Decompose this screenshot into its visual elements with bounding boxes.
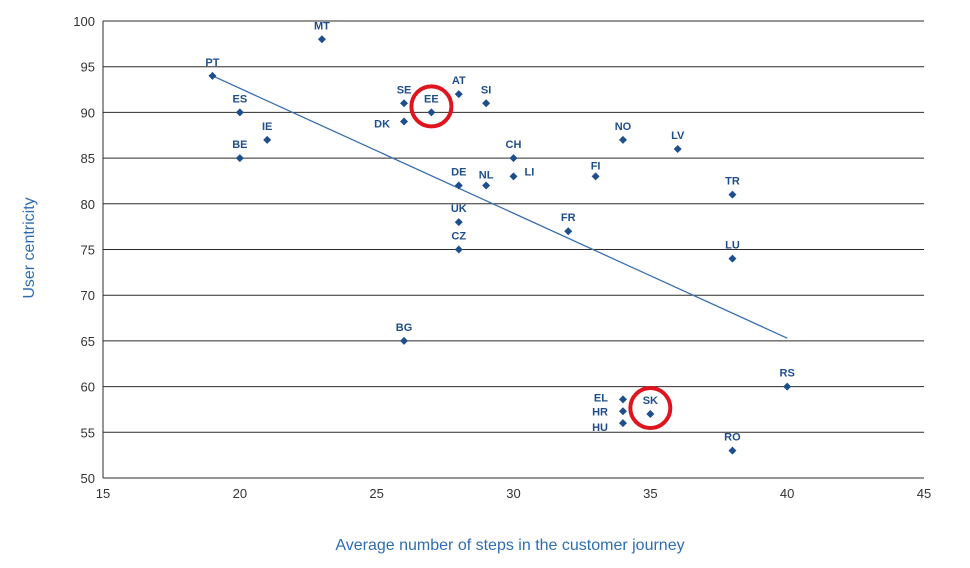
data-point-sk (646, 410, 655, 419)
data-point-rs (783, 382, 792, 391)
y-tick-label: 70 (81, 288, 95, 303)
y-tick-label: 100 (73, 14, 95, 29)
y-axis-ticks: 50 55 60 65 70 75 80 85 90 95 100 (73, 14, 95, 486)
x-tick-label: 45 (917, 486, 931, 501)
data-point-fr (564, 227, 573, 236)
point-label-ie: IE (262, 121, 272, 133)
point-label-lv: LV (671, 130, 685, 142)
data-point-cz (454, 245, 463, 254)
y-tick-label: 90 (81, 105, 95, 120)
point-label-ee: EE (424, 93, 439, 105)
point-label-es: ES (232, 93, 247, 105)
data-point-si (482, 99, 491, 108)
point-label-cz: CZ (451, 231, 466, 243)
point-label-ro: RO (724, 432, 741, 444)
point-label-nl: NL (479, 170, 494, 182)
data-point-nl (482, 181, 491, 190)
data-point-be (235, 154, 244, 163)
y-axis-title: User centricity (21, 197, 38, 298)
y-tick-label: 55 (81, 425, 95, 440)
x-axis-title: Average number of steps in the customer … (335, 537, 684, 554)
data-point-ee (427, 108, 436, 117)
data-point-el (618, 395, 627, 404)
trendline-group (212, 75, 788, 339)
y-tick-label: 95 (81, 60, 95, 75)
y-tick-label: 50 (81, 471, 95, 486)
point-label-el: EL (594, 392, 608, 404)
x-tick-label: 25 (369, 486, 383, 501)
data-point-se (400, 99, 409, 108)
point-label-dk: DK (374, 119, 390, 131)
data-point-hr (618, 407, 627, 416)
data-point-ro (728, 446, 737, 455)
point-label-li: LI (525, 166, 535, 178)
x-tick-label: 20 (233, 486, 247, 501)
y-tick-label: 85 (81, 151, 95, 166)
data-point-uk (454, 218, 463, 227)
point-label-hu: HU (592, 422, 608, 434)
point-label-de: DE (451, 167, 466, 179)
grid-lines (102, 20, 924, 479)
data-point-li (509, 172, 518, 181)
point-label-ch: CH (506, 139, 522, 151)
data-point-lu (728, 254, 737, 263)
data-point-mt (317, 35, 326, 44)
y-tick-label: 80 (81, 197, 95, 212)
data-point-es (235, 108, 244, 117)
point-label-se: SE (397, 84, 412, 96)
point-label-fi: FI (591, 160, 601, 172)
point-label-mt: MT (314, 20, 330, 32)
data-point-ch (509, 154, 518, 163)
data-point-at (454, 90, 463, 99)
data-point-tr (728, 190, 737, 199)
point-label-hr: HR (592, 406, 608, 418)
data-point-hu (618, 419, 627, 428)
data-points: MT PT ES IE BE SE DK EE AT SI CH LI NL DE UK CZ NO LV FI FR… (205, 20, 795, 455)
x-tick-label: 30 (506, 486, 520, 501)
point-label-tr: TR (725, 176, 740, 188)
x-tick-label: 40 (780, 486, 794, 501)
highlight-circle-sk (628, 386, 673, 431)
highlight-circle-ee (409, 84, 454, 129)
point-label-si: SI (481, 84, 491, 96)
point-label-lu: LU (725, 240, 740, 252)
x-tick-label: 35 (643, 486, 657, 501)
data-point-bg (400, 336, 409, 345)
point-label-sk: SK (643, 395, 658, 407)
point-label-at: AT (452, 75, 466, 87)
highlight-circles (409, 84, 673, 431)
x-axis-ticks: 15 20 25 30 35 40 45 (96, 486, 931, 501)
point-label-pt: PT (205, 57, 219, 69)
data-point-no (618, 135, 627, 144)
data-point-fi (591, 172, 600, 181)
point-label-rs: RS (780, 368, 795, 380)
x-tick-label: 15 (96, 486, 110, 501)
point-label-no: NO (615, 121, 632, 133)
y-tick-label: 60 (81, 380, 95, 395)
data-point-pt (208, 71, 217, 80)
point-label-uk: UK (451, 203, 467, 215)
y-tick-label: 65 (81, 334, 95, 349)
data-point-ie (263, 135, 272, 144)
y-tick-label: 75 (81, 243, 95, 258)
trendline (212, 75, 788, 339)
data-point-de (454, 181, 463, 190)
data-point-lv (673, 144, 682, 153)
point-label-fr: FR (561, 212, 576, 224)
point-label-bg: BG (396, 322, 413, 334)
point-label-be: BE (232, 139, 247, 151)
data-point-dk (400, 117, 409, 126)
